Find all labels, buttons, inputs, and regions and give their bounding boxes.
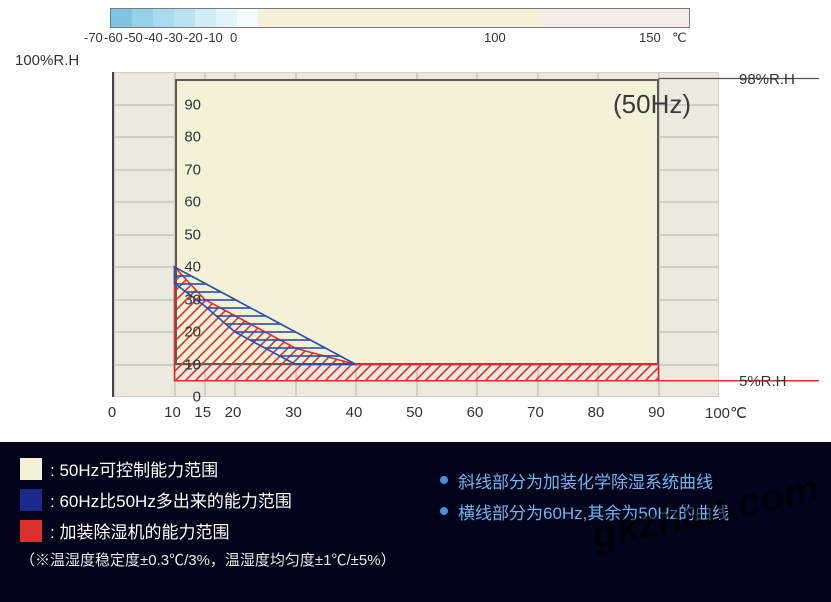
temp-bar-segment [258,9,544,27]
frequency-label: (50Hz) [613,89,691,120]
temp-scale-label: 100 [484,30,506,45]
y-tick-label: 50 [161,226,201,243]
x-tick-label: 80 [588,404,605,421]
y-tick-label: 0 [161,389,201,406]
legend-right-col: 斜线部分为加装化学除湿系统曲线横线部分为60Hz,其余为50Hz的曲线 [440,468,729,530]
legend-item-label: : 60Hz比50Hz多出来的能力范围 [50,487,292,512]
x-axis-unit: 100℃ [705,404,747,422]
legend-bullet-label: 斜线部分为加装化学除湿系统曲线 [458,468,713,493]
temp-scale-label: -30 [164,30,183,45]
temp-scale-label: -20 [184,30,203,45]
legend-note: （※温湿度稳定度±0.3℃/3%，温湿度均匀度±1℃/±5%） [20,549,813,570]
temp-scale-unit: ℃ [672,30,764,46]
temp-bar-segment [174,9,195,27]
legend-swatch [20,489,42,511]
x-tick-label: 90 [648,404,665,421]
y-tick-label: 20 [161,324,201,341]
y-tick-label: 60 [161,194,201,211]
x-tick-label: 60 [467,404,484,421]
temp-bar-segment [543,9,689,27]
legend-item-label: : 加装除湿机的能力范围 [50,518,229,543]
y-tick-label: 40 [161,259,201,276]
plot-area: (50Hz) [112,72,717,397]
legend-item-label: : 50Hz可控制能力范围 [50,456,218,481]
y-tick-label: 10 [161,356,201,373]
x-tick-label: 30 [285,404,302,421]
temp-bar-segment [153,9,174,27]
y-tick-label: 30 [161,291,201,308]
legend-bullet-item: 横线部分为60Hz,其余为50Hz的曲线 [440,499,729,524]
temp-bar-segment [132,9,153,27]
temp-bar-segment [216,9,237,27]
bullet-icon [440,476,448,484]
temperature-scale-labels: -70-60-50-40-30-20-100100150℃ [84,30,724,46]
legend-bullet-item: 斜线部分为加装化学除湿系统曲线 [440,468,729,493]
temp-bar-segment [111,9,132,27]
x-tick-label: 20 [225,404,242,421]
temp-bar-segment [195,9,216,27]
callout-98rh: 98%R.H [739,71,795,88]
y-tick-label: 90 [161,96,201,113]
bullet-icon [440,507,448,515]
humidity-temperature-chart: 100%R.H (50Hz) 0102030405060708090 01015… [15,48,815,438]
temp-bar-segment [237,9,258,27]
y-tick-label: 80 [161,129,201,146]
x-tick-label: 10 [164,404,181,421]
callout-5rh: 5%R.H [739,373,787,390]
x-tick-label: 50 [406,404,423,421]
temp-scale-label: 150 [639,30,661,45]
legend-swatch [20,458,42,480]
temp-scale-label: -40 [144,30,163,45]
temperature-color-bar [110,8,690,28]
legend-bullet-label: 横线部分为60Hz,其余为50Hz的曲线 [458,499,729,524]
x-tick-label: 70 [527,404,544,421]
temp-scale-label: -60 [104,30,123,45]
x-tick-label: 15 [194,404,211,421]
region-50hz [175,79,659,365]
temp-scale-label: -50 [124,30,143,45]
legend-panel: : 50Hz可控制能力范围 : 60Hz比50Hz多出来的能力范围 : 加装除湿机的… [0,442,831,602]
temp-scale-label: -70 [84,30,103,45]
y-axis-title: 100%R.H [15,52,79,69]
temp-scale-label: -10 [204,30,223,45]
temp-scale-label: 0 [230,30,237,45]
legend-swatch [20,520,42,542]
x-tick-label: 0 [108,404,116,421]
x-tick-label: 40 [346,404,363,421]
y-tick-label: 70 [161,161,201,178]
